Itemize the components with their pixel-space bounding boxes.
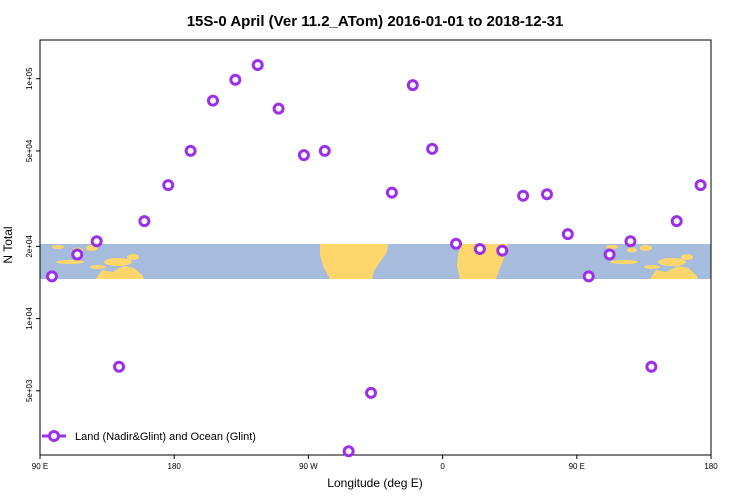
legend: Land (Nadir&Glint) and Ocean (Glint) (42, 430, 256, 443)
data-points (45, 59, 707, 458)
data-point (603, 248, 616, 261)
legend-marker (48, 430, 60, 442)
y-tick-label: 2e+04 (25, 235, 34, 258)
y-tick-label: 5e+04 (25, 139, 34, 162)
africa-land (457, 244, 508, 279)
x-tick-label: 90 W (299, 462, 318, 471)
data-point (206, 94, 219, 107)
data-point (670, 215, 683, 228)
x-tick-label: 0 (440, 462, 445, 471)
south-america-land (320, 244, 388, 279)
data-point (450, 237, 463, 250)
data-point (113, 360, 126, 373)
x-tick-label: 180 (168, 462, 182, 471)
data-point (184, 144, 197, 157)
legend-label: Land (Nadir&Glint) and Ocean (Glint) (75, 431, 256, 443)
x-axis: 90 E 180 90 W 0 90 E 180 (32, 455, 718, 471)
y-tick-label: 1e+04 (25, 307, 34, 330)
data-point (297, 149, 310, 162)
data-point (272, 102, 285, 115)
data-point (71, 248, 84, 261)
data-point (385, 186, 398, 199)
australasia-land-left (52, 245, 144, 279)
x-tick-label: 90 E (569, 462, 585, 471)
data-point (229, 73, 242, 86)
y-axis-label: N Total (1, 226, 15, 263)
x-tick-label: 90 E (32, 462, 48, 471)
data-point (426, 142, 439, 155)
data-point (561, 228, 574, 241)
x-axis-label: Longitude (deg E) (327, 476, 422, 490)
data-point (473, 243, 486, 256)
data-point (694, 179, 707, 192)
data-point (90, 235, 103, 248)
plot-frame (39, 39, 712, 456)
chart-title: 15S-0 April (Ver 11.2_ATom) 2016-01-01 t… (187, 13, 564, 30)
data-point (582, 270, 595, 283)
data-point (540, 188, 553, 201)
data-point (365, 386, 378, 399)
data-point (162, 179, 175, 192)
world-map-background (40, 244, 711, 279)
data-point (251, 59, 264, 72)
x-tick-label: 180 (704, 462, 718, 471)
y-tick-label: 1e+05 (25, 67, 34, 90)
data-point (624, 235, 637, 248)
data-point (496, 244, 509, 257)
data-point (45, 270, 58, 283)
y-axis: 5e+03 1e+04 2e+04 5e+04 1e+05 (25, 67, 40, 402)
data-point (342, 445, 355, 458)
data-point (406, 79, 419, 92)
australasia-land-right (606, 245, 698, 279)
data-point (138, 215, 151, 228)
y-tick-label: 5e+03 (25, 379, 34, 402)
data-point (517, 189, 530, 202)
data-point (645, 360, 658, 373)
data-point (318, 144, 331, 157)
